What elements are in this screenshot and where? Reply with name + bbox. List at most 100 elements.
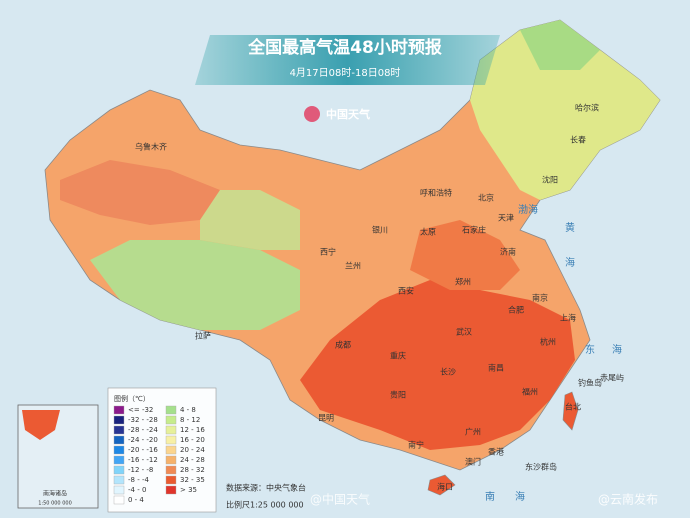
- legend-swatch: [165, 455, 177, 465]
- city: 昆明: [318, 414, 334, 423]
- legend-swatch: [113, 465, 125, 475]
- legend-swatch: [113, 425, 125, 435]
- sea-label: 黄: [565, 221, 575, 234]
- city: 乌鲁木齐: [135, 142, 167, 152]
- inset-map: 南海诸岛 1:50 000 000: [17, 404, 99, 509]
- city: 澳门: [465, 457, 481, 467]
- city: 香港: [488, 447, 504, 457]
- city: 济南: [500, 247, 516, 257]
- inset-scale: 1:50 000 000: [38, 501, 72, 507]
- legend-label: -32 - -28: [128, 416, 158, 424]
- legend-label: -16 - -12: [128, 456, 158, 464]
- sea-label: 渤海: [518, 203, 538, 216]
- sea-label: 南: [485, 490, 495, 503]
- logo-icon: [304, 106, 320, 122]
- legend-label: -28 - -24: [128, 426, 158, 434]
- china-map: [44, 19, 661, 496]
- sea-label: 东: [585, 343, 595, 356]
- city: 西安: [398, 286, 414, 296]
- legend-label: 0 - 4: [128, 496, 144, 504]
- inset-title: 南海诸岛: [43, 490, 67, 498]
- city: 合肥: [508, 305, 524, 315]
- legend-label: -24 - -20: [128, 436, 158, 444]
- title: 全国最高气温48小时预报: [247, 37, 442, 58]
- subtitle: 4月17日08时-18日08时: [290, 67, 401, 79]
- legend-label: -4 - 0: [128, 486, 146, 494]
- legend-swatch: [113, 415, 125, 425]
- city: 广州: [465, 427, 481, 437]
- legend-label: -20 - -16: [128, 446, 158, 454]
- city: 上海: [560, 313, 576, 323]
- legend-swatch: [113, 485, 125, 495]
- city: 海口: [437, 482, 453, 492]
- legend-label: 12 - 16: [180, 426, 205, 434]
- city: 钓鱼岛: [578, 378, 602, 388]
- legend-swatch: [113, 495, 125, 505]
- city: 东沙群岛: [525, 462, 557, 472]
- city: 南昌: [488, 363, 504, 373]
- legend-swatch: [165, 435, 177, 445]
- legend-label: -12 - -8: [128, 466, 153, 474]
- legend-swatch: [113, 475, 125, 485]
- legend-swatch: [165, 425, 177, 435]
- city: 郑州: [455, 277, 471, 287]
- city: 南宁: [408, 440, 424, 450]
- title-banner: [195, 35, 500, 85]
- legend: <= -32 -32 - -28 -28 - -24 -24 - -20 -20 - -…: [113, 405, 205, 505]
- city: 银川: [372, 225, 388, 235]
- city: 太原: [420, 227, 436, 237]
- legend-label: 8 - 12: [180, 416, 200, 424]
- legend-label: 28 - 32: [180, 466, 205, 474]
- inset-land: [22, 410, 60, 440]
- sea-labels: 渤海 黄 海 东 海 南 海: [485, 203, 622, 503]
- city: 重庆: [390, 351, 406, 361]
- legend-label: -8 - -4: [128, 476, 149, 484]
- city: 兰州: [345, 261, 361, 271]
- legend-swatch: [165, 445, 177, 455]
- legend-swatch: [113, 405, 125, 415]
- city: 福州: [522, 388, 538, 397]
- city-labels: 乌鲁木齐 哈尔滨 长春 沈阳 呼和浩特 北京 天津 石家庄 太原 济南 银川 西…: [135, 103, 624, 492]
- city: 赤尾屿: [600, 374, 624, 383]
- legend-title: 图例（℃）: [114, 394, 150, 403]
- sea-label: 海: [565, 256, 575, 269]
- city: 天津: [498, 213, 514, 223]
- legend-label: <= -32: [128, 406, 153, 414]
- scale: 比例尺1:25 000 000: [226, 500, 304, 510]
- city: 长沙: [440, 367, 456, 377]
- legend-swatch: [113, 445, 125, 455]
- legend-label: 16 - 20: [180, 436, 205, 444]
- legend-swatch: [165, 485, 177, 495]
- logo-text: 中国天气: [326, 107, 370, 121]
- watermark: @中国天气: [310, 492, 370, 507]
- city: 西宁: [320, 247, 336, 257]
- legend-swatch: [113, 435, 125, 445]
- city: 呼和浩特: [420, 188, 452, 198]
- legend-swatch: [165, 415, 177, 425]
- city: 拉萨: [195, 331, 211, 341]
- legend-label: > 35: [180, 486, 197, 494]
- city: 南京: [532, 293, 548, 303]
- city: 成都: [335, 340, 351, 350]
- city: 武汉: [456, 327, 472, 337]
- legend-swatch: [165, 475, 177, 485]
- legend-label: 32 - 35: [180, 476, 205, 484]
- legend-label: 20 - 24: [180, 446, 205, 454]
- legend-swatch: [165, 405, 177, 415]
- watermark: @云南发布: [598, 492, 658, 507]
- legend-box: [107, 387, 217, 513]
- city: 长春: [570, 135, 586, 145]
- source: 数据来源：中央气象台: [226, 483, 306, 493]
- legend-label: 24 - 28: [180, 456, 205, 464]
- city: 石家庄: [462, 225, 486, 235]
- city: 哈尔滨: [575, 103, 599, 113]
- city: 贵阳: [390, 390, 406, 400]
- city: 北京: [478, 193, 494, 203]
- sea-label: 海: [612, 343, 622, 356]
- city: 台北: [565, 402, 581, 412]
- legend-swatch: [165, 465, 177, 475]
- sea-label: 海: [515, 490, 525, 503]
- legend-label: 4 - 8: [180, 406, 196, 414]
- legend-swatch: [113, 455, 125, 465]
